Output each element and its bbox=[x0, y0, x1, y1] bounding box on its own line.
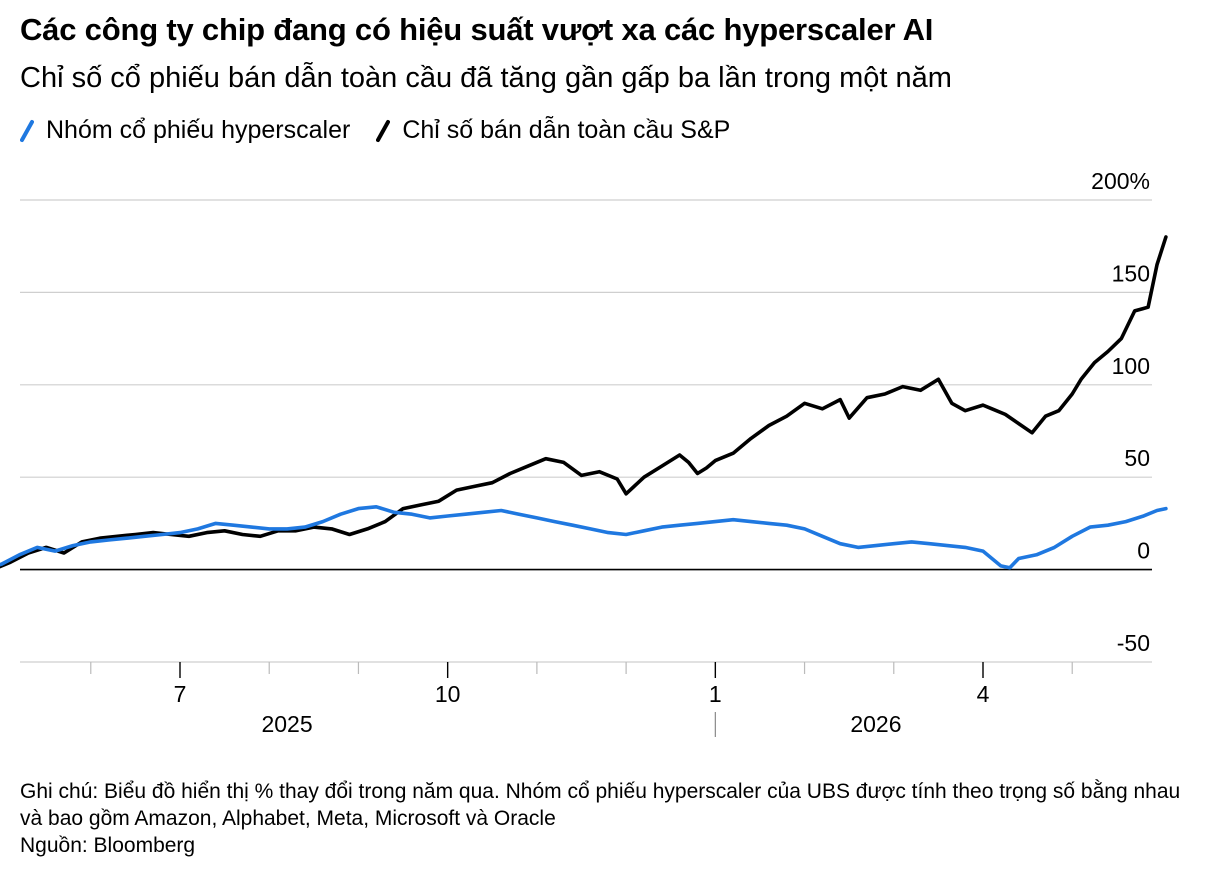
y-tick-label: 200% bbox=[1091, 168, 1150, 194]
chart-notes: Ghi chú: Biểu đồ hiển thị % thay đổi tro… bbox=[20, 778, 1190, 859]
legend-label-hyperscaler: Nhóm cổ phiếu hyperscaler bbox=[46, 116, 351, 144]
y-tick-label: 150 bbox=[1112, 260, 1150, 286]
chart-title: Các công ty chip đang có hiệu suất vượt … bbox=[20, 12, 934, 47]
note-text: Ghi chú: Biểu đồ hiển thị % thay đổi tro… bbox=[20, 780, 1181, 830]
legend-item-hyperscaler: Nhóm cổ phiếu hyperscaler bbox=[20, 116, 350, 145]
legend-swatch-hyperscaler bbox=[20, 118, 34, 144]
legend-item-semiconductor: Chỉ số bán dẫn toàn cầu S&P bbox=[376, 116, 730, 145]
year-label: 2026 bbox=[850, 711, 901, 737]
legend: Nhóm cổ phiếu hyperscaler Chỉ số bán dẫn… bbox=[20, 116, 756, 145]
y-tick-label: 50 bbox=[1124, 445, 1150, 471]
x-tick-label: 10 bbox=[435, 681, 461, 707]
x-tick-label: 4 bbox=[977, 681, 990, 707]
line-chart: -50 0 50 100 150 200% 7 10 1 4 2025 2026 bbox=[0, 168, 1168, 737]
legend-swatch-semiconductor bbox=[376, 118, 391, 144]
y-tick-label: 0 bbox=[1137, 538, 1150, 564]
series-line-semiconductor bbox=[0, 235, 1168, 569]
x-tick-label: 1 bbox=[709, 681, 722, 707]
series-line-hyperscaler bbox=[0, 505, 1168, 570]
legend-label-semiconductor: Chỉ số bán dẫn toàn cầu S&P bbox=[402, 116, 731, 144]
source-text: Nguồn: Bloomberg bbox=[20, 834, 196, 857]
year-label: 2025 bbox=[261, 711, 312, 737]
x-tick-label: 7 bbox=[174, 681, 187, 707]
y-tick-label: 100 bbox=[1112, 353, 1150, 379]
chart-subtitle: Chỉ số cổ phiếu bán dẫn toàn cầu đã tăng… bbox=[20, 62, 952, 94]
y-tick-label: -50 bbox=[1117, 630, 1150, 656]
